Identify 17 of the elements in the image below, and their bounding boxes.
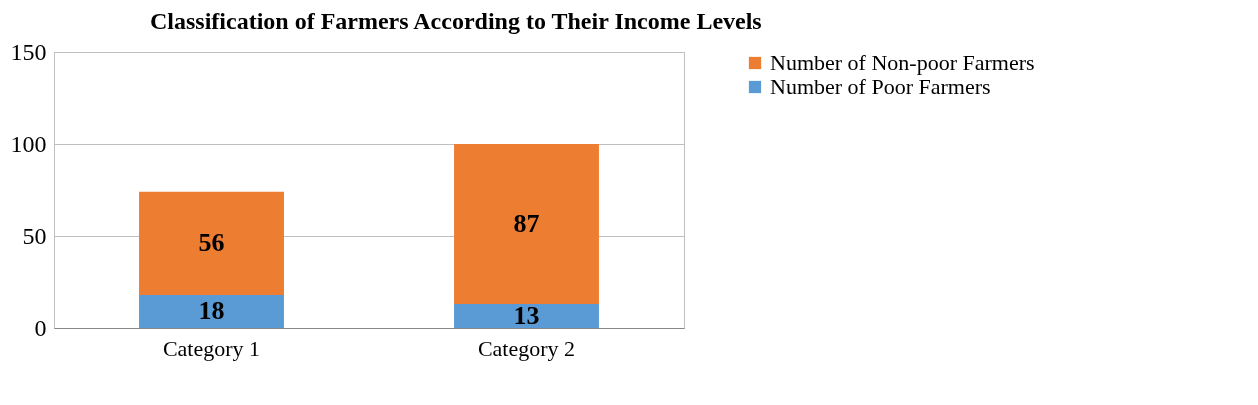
- y-tick-label: 100: [10, 130, 47, 157]
- x-tick-label: Category 1: [162, 335, 261, 361]
- legend-label: Number of Non-poor Farmers: [770, 50, 1035, 75]
- y-tick-label: 150: [10, 38, 47, 65]
- bar: [139, 191, 284, 295]
- bar: [454, 304, 599, 328]
- y-tick-label: 0: [34, 314, 47, 341]
- y-tick-label: 50: [22, 222, 47, 249]
- chart-title: Classification of Farmers According to Their Income Levels: [150, 8, 762, 34]
- data-label: 87: [513, 209, 540, 239]
- bar: [139, 294, 284, 328]
- data-label: 56: [198, 228, 225, 258]
- data-label: 13: [513, 301, 540, 331]
- data-label: 18: [198, 296, 225, 326]
- bar: [454, 144, 599, 305]
- x-tick-label: Category 2: [477, 335, 576, 361]
- legend-label: Number of Poor Farmers: [770, 74, 991, 99]
